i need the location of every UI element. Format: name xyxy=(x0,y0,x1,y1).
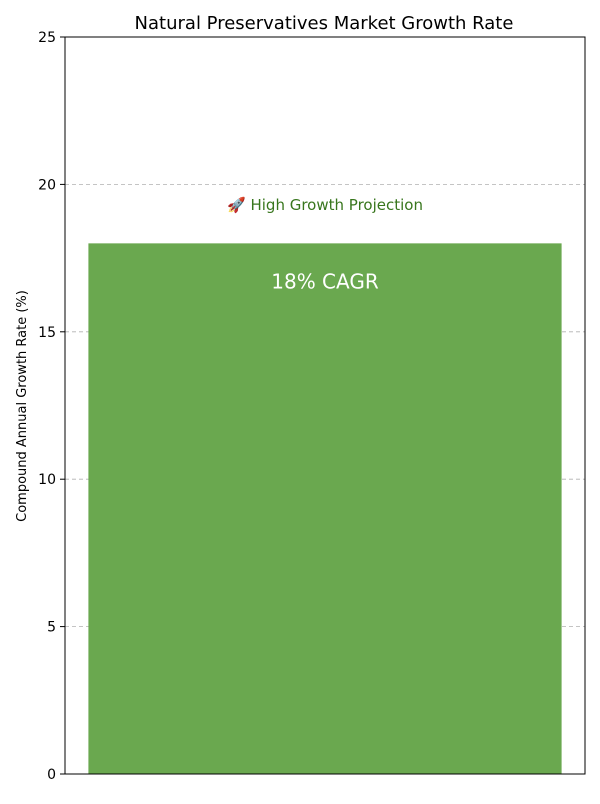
y-axis-ticks: 0 5 10 15 20 25 xyxy=(38,30,65,783)
y-tick-label: 15 xyxy=(38,325,56,341)
chart-title: Natural Preservatives Market Growth Rate xyxy=(135,13,514,34)
y-tick-label: 0 xyxy=(47,767,56,783)
y-tick-label: 5 xyxy=(47,620,56,636)
bar-value-label: 18% CAGR xyxy=(271,269,379,293)
bars: 18% CAGR xyxy=(88,243,562,775)
y-tick-label: 20 xyxy=(38,177,56,193)
high-growth-annotation: 🚀 High Growth Projection xyxy=(227,196,423,214)
y-tick-label: 10 xyxy=(38,472,56,488)
plot-frame xyxy=(64,36,586,775)
y-axis-label: Compound Annual Growth Rate (%) xyxy=(15,290,30,522)
y-tick-label: 25 xyxy=(38,30,56,46)
bar xyxy=(88,243,562,775)
